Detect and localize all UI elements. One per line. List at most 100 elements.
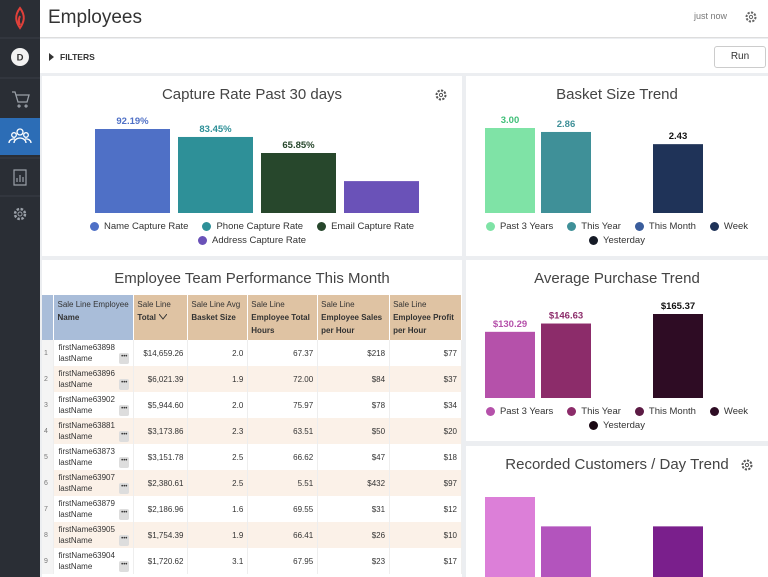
bar <box>485 128 535 213</box>
value-cell: $78 <box>317 392 391 418</box>
more-button[interactable]: ••• <box>119 379 130 390</box>
legend-swatch <box>485 222 495 231</box>
column-header[interactable]: Sale Line Employee Sales per Hour <box>317 295 391 340</box>
legend-swatch <box>709 222 719 231</box>
row-number: 5 <box>42 444 55 470</box>
avatar[interactable] <box>11 48 29 66</box>
first-name: firstName63881 <box>58 421 115 430</box>
value-cell: $2,186.96 <box>133 496 189 522</box>
capture-panel: Capture Rate Past 30 days 92.19% 83.45% 65.… <box>42 76 462 256</box>
chart-gear[interactable] <box>434 88 448 102</box>
legend-swatch <box>202 222 212 231</box>
legend-item: This Year <box>567 221 621 232</box>
legend-item: This Month <box>634 406 696 417</box>
value-cell: $432 <box>317 470 391 496</box>
legend-item: Yesterday <box>589 420 645 431</box>
value-cell: $84 <box>317 366 391 392</box>
legend-label: Email Capture Rate <box>331 221 414 232</box>
last-name: lastName <box>58 510 93 519</box>
settings-icon[interactable] <box>13 207 27 221</box>
column-header[interactable]: Sale Line Avg Basket Size <box>187 295 249 340</box>
more-button[interactable]: ••• <box>119 405 130 416</box>
header-bold: Employee Total Hours <box>251 313 310 335</box>
column-header[interactable]: Sale Line Employee Profit per Hour <box>389 295 462 340</box>
value-cell: 2.5 <box>187 444 249 470</box>
settings-icon-center <box>17 211 23 217</box>
first-name: firstName63905 <box>58 525 115 534</box>
cart-icon[interactable] <box>12 91 30 108</box>
more-button[interactable]: ••• <box>119 457 130 468</box>
bar <box>653 144 703 213</box>
first-name: firstName63873 <box>58 447 115 456</box>
column-header[interactable]: Sale Line Employee Name <box>53 295 135 340</box>
column-header[interactable]: Sale Line Total <box>133 295 189 340</box>
sort-arrow-path <box>158 313 168 320</box>
table-row: 3 firstName63902 lastName ••• $5,944.60 2.0 75… <box>42 392 462 418</box>
legend-label: Week <box>723 406 749 417</box>
legend-label: Name Capture Rate <box>103 221 189 232</box>
more-button[interactable]: ••• <box>119 561 130 572</box>
people-icon <box>8 128 32 144</box>
value-cell: 66.41 <box>247 522 319 548</box>
value-cell: 2.3 <box>187 418 249 444</box>
header-text: Sale Line <box>321 300 355 309</box>
last-name: lastName <box>58 562 93 571</box>
legend-item: Week <box>709 221 748 232</box>
logo <box>15 6 25 30</box>
bar <box>485 497 535 577</box>
sort-arrow <box>158 313 168 320</box>
table-row: 9 firstName63904 lastName ••• $1,720.62 3.1 67… <box>42 548 462 574</box>
value-cell: 2.0 <box>187 340 249 366</box>
bar <box>485 331 535 398</box>
chart-gear[interactable] <box>740 458 754 472</box>
header-text: Sale Line <box>393 300 427 309</box>
bar-chart: 92.19% 83.45% 65.85% <box>95 116 419 213</box>
last-name-line: lastName ••• <box>58 483 130 494</box>
value-cell: $14,659.26 <box>133 340 189 366</box>
value-cell: 1.6 <box>187 496 249 522</box>
last-name-line: lastName ••• <box>58 457 130 468</box>
report-icon[interactable] <box>13 169 27 186</box>
first-name: firstName63879 <box>58 499 115 508</box>
legend-item: Name Capture Rate <box>89 221 189 232</box>
value-cell: $17 <box>389 548 462 574</box>
header-bold: Total <box>137 313 156 322</box>
status: just now <box>694 11 728 21</box>
legend-item: Address Capture Rate <box>198 235 306 246</box>
chart-title: Basket Size Trend <box>556 86 678 103</box>
header-gear[interactable] <box>744 10 758 24</box>
value-cell: $1,720.62 <box>133 548 189 574</box>
run-button[interactable]: Run <box>714 46 766 68</box>
expand-arrow[interactable] <box>49 53 55 61</box>
more-button[interactable]: ••• <box>119 431 130 442</box>
last-name-line: lastName ••• <box>58 353 130 364</box>
legend-label: Yesterday <box>603 420 645 431</box>
more-button[interactable]: ••• <box>119 353 130 364</box>
filters-label[interactable]: FILTERS <box>60 52 95 62</box>
more-button[interactable]: ••• <box>119 509 130 520</box>
bar <box>344 181 419 213</box>
nav-active[interactable] <box>0 118 40 155</box>
legend-label: Address Capture Rate <box>212 235 306 246</box>
value-cell: 63.51 <box>247 418 319 444</box>
bar-chart <box>485 497 703 577</box>
row-number: 8 <box>42 522 55 548</box>
value-label: 65.85% <box>282 140 315 151</box>
bar <box>541 323 591 398</box>
customers-panel: Recorded Customers / Day Trend <box>466 446 768 577</box>
bar <box>653 526 703 577</box>
value-cell: $6,021.39 <box>133 366 189 392</box>
chart-title: Average Purchase Trend <box>534 270 700 287</box>
last-name-line: lastName ••• <box>58 405 130 416</box>
legend-item: Week <box>709 406 749 417</box>
last-name: lastName <box>58 458 93 467</box>
gear-ring <box>435 89 447 101</box>
more-button[interactable]: ••• <box>119 535 130 546</box>
header-text: Sale Line Employee <box>57 300 129 309</box>
more-button[interactable]: ••• <box>119 483 130 494</box>
column-header[interactable]: Sale Line Employee Total Hours <box>247 295 319 340</box>
legend: Past 3 Years This Year This Month Week Yeste… <box>472 221 762 246</box>
legend-swatch <box>198 236 207 245</box>
table-row: 7 firstName63879 lastName ••• $2,186.96 1.6 69… <box>42 496 462 522</box>
